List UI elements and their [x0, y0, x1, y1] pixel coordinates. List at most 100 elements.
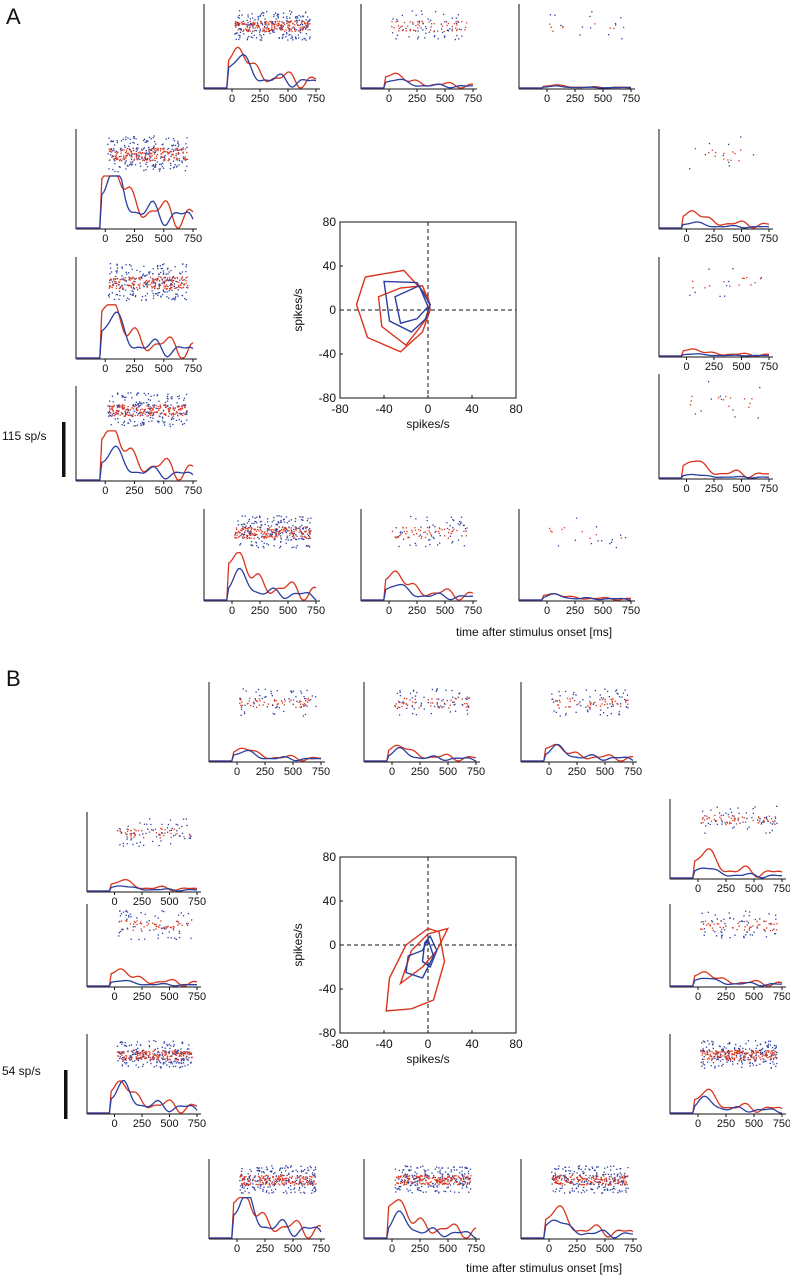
raster-spike	[109, 285, 111, 287]
raster-spike	[281, 1174, 283, 1176]
raster-spike	[110, 424, 112, 426]
raster-spike	[133, 137, 135, 140]
raster-spike	[425, 1176, 427, 1178]
raster-spike	[266, 1190, 268, 1192]
raster-spike	[619, 705, 622, 708]
raster-spike	[701, 1065, 703, 1067]
raster-spike	[186, 276, 188, 278]
raster-spike	[171, 416, 173, 419]
raster-spike	[291, 37, 294, 39]
raster-spike	[124, 411, 126, 413]
raster-spike	[774, 1048, 776, 1050]
raster-spike	[610, 1184, 612, 1186]
raster-spike	[280, 519, 282, 522]
raster-spike	[612, 1181, 615, 1183]
raster-spike	[122, 405, 124, 407]
raster-spike	[171, 398, 173, 400]
raster-spike	[141, 830, 143, 832]
raster-spike	[701, 1050, 703, 1052]
raster-spike	[765, 817, 768, 819]
raster-spike	[180, 409, 182, 411]
raster-spike	[467, 704, 469, 706]
raster-spike	[120, 405, 123, 407]
raster-spike	[280, 25, 282, 27]
raster-spike	[122, 1051, 124, 1053]
raster-spike	[614, 700, 616, 702]
raster-spike	[135, 830, 137, 832]
raster-spike	[436, 703, 438, 705]
raster-spike	[129, 279, 131, 281]
raster-spike	[252, 705, 255, 708]
raster-spike	[413, 1178, 415, 1180]
raster-spike	[296, 21, 298, 23]
raster-spike	[176, 830, 178, 832]
raster-spike	[395, 38, 397, 40]
raster-spike	[727, 1049, 729, 1052]
raster-spike	[160, 295, 162, 297]
raster-spike	[283, 528, 285, 531]
raster-spike	[294, 1191, 296, 1193]
raster-spike	[397, 20, 399, 22]
raster-spike	[736, 1053, 738, 1055]
raster-spike	[273, 31, 275, 33]
raster-spike	[419, 1182, 421, 1184]
raster-spike	[420, 705, 422, 707]
raster-spike	[771, 823, 774, 825]
psth-x-tick-label: 500	[596, 1243, 614, 1255]
raster-spike	[573, 691, 575, 694]
raster-spike	[109, 150, 111, 152]
raster-spike	[467, 1182, 469, 1184]
raster-spike	[258, 31, 261, 33]
raster-spike	[119, 287, 121, 289]
raster-spike	[142, 1053, 144, 1055]
raster-spike	[712, 1043, 714, 1045]
raster-spike	[160, 296, 162, 298]
raster-spike	[132, 284, 135, 287]
raster-spike	[271, 26, 273, 28]
raster-spike	[236, 534, 238, 536]
raster-spike	[752, 808, 754, 810]
raster-spike	[456, 1180, 458, 1183]
raster-spike	[285, 36, 287, 38]
raster-spike	[413, 29, 415, 31]
raster-spike	[602, 697, 605, 699]
raster-spike	[118, 921, 120, 923]
raster-spike	[272, 1176, 274, 1178]
raster-spike	[123, 415, 125, 417]
psth-x-tick-label: 0	[683, 361, 689, 373]
raster-spike	[112, 405, 114, 408]
raster-spike	[710, 1065, 712, 1067]
raster-spike	[398, 1175, 400, 1177]
raster-spike	[158, 926, 160, 929]
raster-spike	[140, 423, 142, 425]
raster-spike	[151, 1058, 153, 1060]
raster-spike	[125, 396, 127, 399]
raster-spike	[150, 1062, 152, 1065]
raster-spike	[117, 410, 119, 412]
raster-spike	[257, 15, 259, 18]
raster-spike	[442, 13, 445, 15]
polar-tuning-red-0	[355, 269, 431, 353]
raster-spike	[122, 408, 124, 410]
psth-blue-line	[204, 567, 317, 601]
raster-spike	[748, 1048, 751, 1050]
raster-spike	[129, 277, 132, 279]
psth-x-tick-label: 500	[284, 766, 302, 778]
raster-spike	[175, 166, 178, 168]
raster-spike	[235, 38, 237, 41]
raster-spike	[114, 159, 116, 161]
raster-spike	[299, 29, 302, 31]
raster-spike	[404, 1176, 406, 1178]
raster-spike	[592, 703, 594, 705]
raster-spike	[157, 147, 159, 149]
raster-spike	[141, 412, 143, 414]
raster-spike	[411, 531, 413, 533]
psth-blue-line	[659, 221, 770, 229]
raster-spike	[467, 1170, 470, 1172]
raster-spike	[702, 1049, 705, 1051]
raster-spike	[132, 288, 134, 290]
raster-spike	[117, 171, 119, 173]
raster-spike	[735, 1051, 737, 1054]
raster-spike	[417, 1180, 419, 1182]
raster-spike	[296, 700, 298, 703]
